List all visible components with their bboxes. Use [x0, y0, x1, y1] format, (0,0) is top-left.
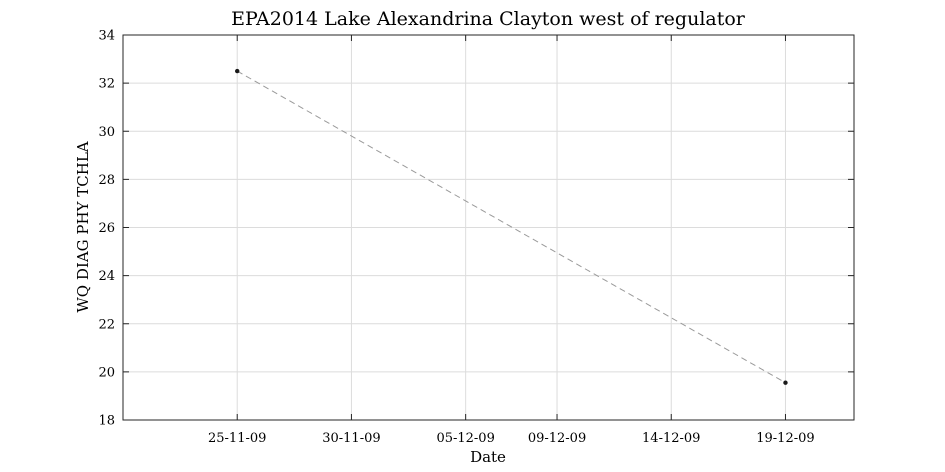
- series-layer: [235, 68, 788, 385]
- x-axis-label: Date: [470, 448, 506, 466]
- y-tick-label: 22: [98, 317, 115, 332]
- y-tick-label: 30: [98, 125, 115, 140]
- tick-layer: 18 20 22 24 26 28 30 32 34 25-11-09 30-11-09 05-12-…: [98, 29, 854, 446]
- x-tick-label: 30-11-09: [322, 431, 380, 446]
- x-tick-label: 09-12-09: [528, 431, 586, 446]
- y-tick-label: 26: [98, 221, 115, 236]
- y-tick-label: 28: [98, 173, 115, 188]
- chart-title: EPA2014 Lake Alexandrina Clayton west of…: [231, 8, 746, 30]
- grid-layer: [123, 34, 854, 421]
- data-point: [783, 380, 788, 385]
- y-axis-label: WQ DIAG PHY TCHLA: [74, 141, 92, 312]
- x-tick-label: 25-11-09: [208, 431, 266, 446]
- x-tick-label: 19-12-09: [756, 431, 814, 446]
- x-tick-label: 14-12-09: [642, 431, 700, 446]
- x-tick-label: 05-12-09: [436, 431, 494, 446]
- y-tick-label: 32: [98, 77, 115, 92]
- series-line: [236, 70, 786, 384]
- y-tick-label: 24: [98, 269, 115, 284]
- y-tick-label: 34: [98, 29, 115, 44]
- data-point: [235, 68, 240, 74]
- y-tick-label: 20: [98, 365, 115, 380]
- y-tick-label: 18: [98, 414, 115, 429]
